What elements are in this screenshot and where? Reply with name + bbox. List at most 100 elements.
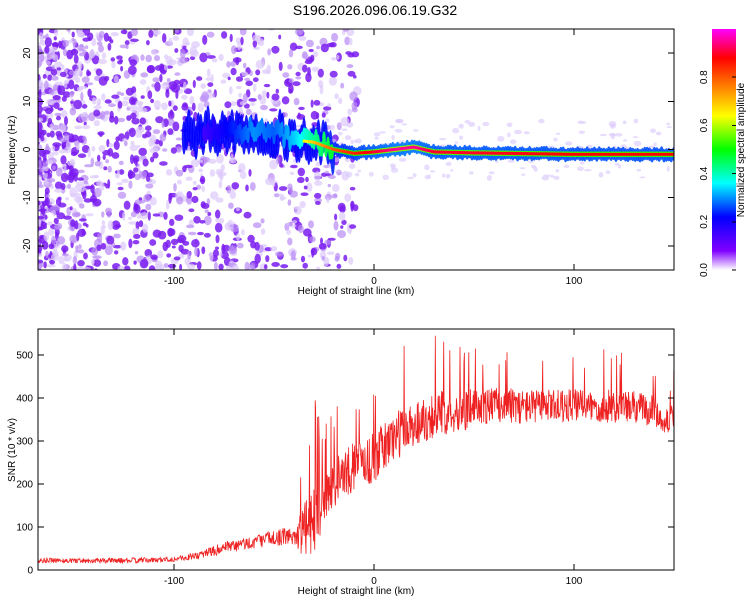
spectrogram-noise-blob [142,158,149,167]
spectrogram-noise-blob [159,134,167,142]
spectrogram-noise-blob [119,44,128,49]
spectrogram-noise-blob [310,54,315,63]
spectrogram-noise-blob [356,138,362,144]
spectrogram-noise-blob [45,250,49,259]
spectrogram-noise-blob [136,126,145,133]
spectrogram-noise-blob [39,169,46,172]
spectrogram-noise-blob [439,144,446,147]
spectrogram-noise-blob [228,86,233,95]
spectrogram-noise-blob [622,139,628,142]
spectrogram-noise-blob [74,184,84,190]
spectrogram-noise-blob [74,125,83,130]
spectrogram-noise-blob [47,221,53,226]
spectrogram-noise-blob [207,212,212,216]
spectrogram-noise-blob [39,235,44,239]
spectrogram-noise-blob [135,221,140,230]
spectrogram-noise-blob [130,211,137,218]
spectrogram-noise-blob [99,132,103,137]
spectrogram-noise-blob [168,100,172,107]
spectrogram-noise-blob [289,190,298,198]
spectrogram-noise-blob [47,118,53,125]
spectrogram-noise-blob [236,242,244,249]
spectrogram-noise-blob [563,164,570,168]
spectrogram-noise-blob [53,225,61,230]
spectrogram-noise-blob [84,45,89,49]
spectrogram-noise-blob [254,253,261,264]
spectrogram-noise-blob [106,235,115,245]
spectrogram-noise-blob [296,114,306,120]
snr-y-tick-label: 400 [16,393,33,404]
spectrogram-noise-blob [101,52,107,59]
spectrogram-noise-blob [249,182,256,191]
snr-x-tick-label: -100 [164,576,184,587]
spectrogram-noise-blob [209,169,216,177]
spectrogram-noise-blob [99,111,106,120]
spectrogram-noise-blob [577,166,584,171]
spectrogram-noise-blob [351,51,360,58]
spectrogram-noise-blob [67,160,76,166]
spectrogram-noise-blob [215,209,221,219]
spectrogram-noise-blob [188,208,195,213]
spectrogram-noise-blob [98,58,107,65]
spectrogram-noise-blob [374,136,379,140]
spectrogram-noise-blob [185,176,193,181]
spectrogram-noise-blob [95,68,103,76]
spectrogram-noise-blob [180,248,190,255]
spectrogram-noise-blob [130,140,135,146]
spectrogram-noise-blob [58,85,66,96]
spectrogram-noise-blob [617,164,622,169]
spectrogram-noise-blob [200,83,207,89]
spectrogram-noise-blob [38,244,41,253]
spectrogram-noise-blob [222,72,231,79]
spectrogram-noise-blob [325,118,330,124]
spectrogram-noise-blob [271,45,280,54]
spectrogram-noise-blob [68,133,75,143]
spectrogram-noise-blob [167,110,175,120]
spectrogram-noise-blob [161,102,168,111]
spectrogram-noise-blob [303,185,308,190]
spectrogram-noise-blob [182,102,188,108]
spectrogram-noise-blob [229,191,236,199]
spectrogram-noise-blob [252,39,257,48]
spectrogram-noise-blob [159,161,168,166]
spectrogram-noise-blob [236,233,240,242]
spectrogram-noise-blob [104,245,113,256]
spectrogram-noise-blob [45,107,53,115]
colorbar-gradient [712,29,736,270]
spectrogram-noise-blob [77,153,87,158]
spectrogram-noise-blob [219,173,224,182]
spectrogram-noise-blob [38,60,42,68]
spectrogram-noise-blob [238,92,243,98]
spectrogram-noise-blob [51,235,57,245]
spectrogram-noise-blob [38,184,44,189]
spectrogram-noise-blob [130,98,136,105]
spectrogram-noise-blob [210,73,214,83]
spectrogram-noise-blob [88,112,96,122]
spectrogram-x-tick-label: 0 [371,276,377,287]
spectrogram-x-label: Height of straight line (km) [298,286,415,297]
spectrogram-noise-blob [140,54,145,61]
spectrogram-noise-blob [218,263,224,270]
spectrogram-noise-blob [60,183,66,190]
spectrogram-noise-blob [201,185,206,192]
spectrogram-noise-blob [275,251,284,257]
spectrogram-noise-blob [79,203,85,209]
snr-y-tick-label: 500 [16,350,33,361]
spectrogram-noise-blob [336,122,342,131]
spectrogram-noise-blob [666,126,672,129]
spectrogram-noise-blob [73,212,81,217]
spectrogram-noise-blob [53,36,57,41]
spectrogram-noise-blob [633,118,639,124]
spectrogram-noise-blob [211,57,218,63]
spectrogram-y-tick-label: -20 [22,238,33,253]
spectrogram-noise-blob [40,129,47,136]
spectrogram-noise-blob [378,131,387,134]
spectrogram-noise-blob [547,145,555,149]
spectrogram-noise-blob [321,112,326,118]
spectrogram-noise-blob [332,184,340,192]
spectrogram-noise-blob [38,174,42,182]
spectrogram-noise-blob [226,184,232,194]
spectrogram-noise-blob [206,55,216,59]
spectrogram-noise-blob [165,239,171,248]
